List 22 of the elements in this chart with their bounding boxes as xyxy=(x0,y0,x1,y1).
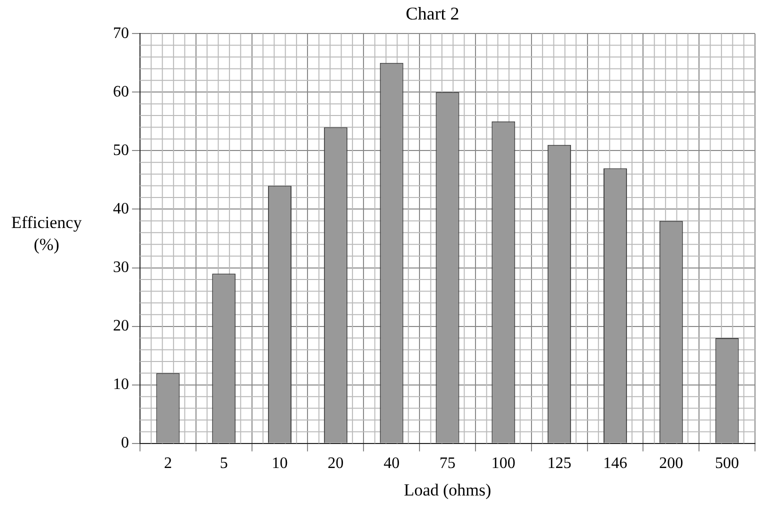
x-tick-label: 20 xyxy=(328,455,344,472)
x-axis-title: Load (ohms) xyxy=(404,480,492,500)
x-tick-label: 10 xyxy=(272,455,288,472)
x-tick-label: 125 xyxy=(547,455,572,472)
y-tick-label: 0 xyxy=(121,434,129,452)
x-tick-label: 75 xyxy=(440,455,456,472)
y-tick-label: 30 xyxy=(113,258,129,276)
x-tick-label: 146 xyxy=(603,455,628,472)
y-axis-title: Efficiency (%) xyxy=(10,212,83,256)
x-tick-label: 5 xyxy=(220,455,228,472)
x-tick-label: 100 xyxy=(491,455,516,472)
y-tick-label: 70 xyxy=(113,24,129,42)
x-tick-label: 200 xyxy=(659,455,684,472)
y-tick-label: 60 xyxy=(113,83,129,100)
y-tick-label: 50 xyxy=(113,142,129,159)
y-tick-label: 10 xyxy=(113,376,129,394)
y-tick-label: 20 xyxy=(113,318,129,335)
chart-title: Chart 2 xyxy=(406,4,460,24)
x-tick-label: 2 xyxy=(164,455,172,472)
x-tick-label: 40 xyxy=(384,455,400,472)
y-tick-label: 40 xyxy=(113,200,129,218)
x-tick-label: 500 xyxy=(715,455,740,472)
